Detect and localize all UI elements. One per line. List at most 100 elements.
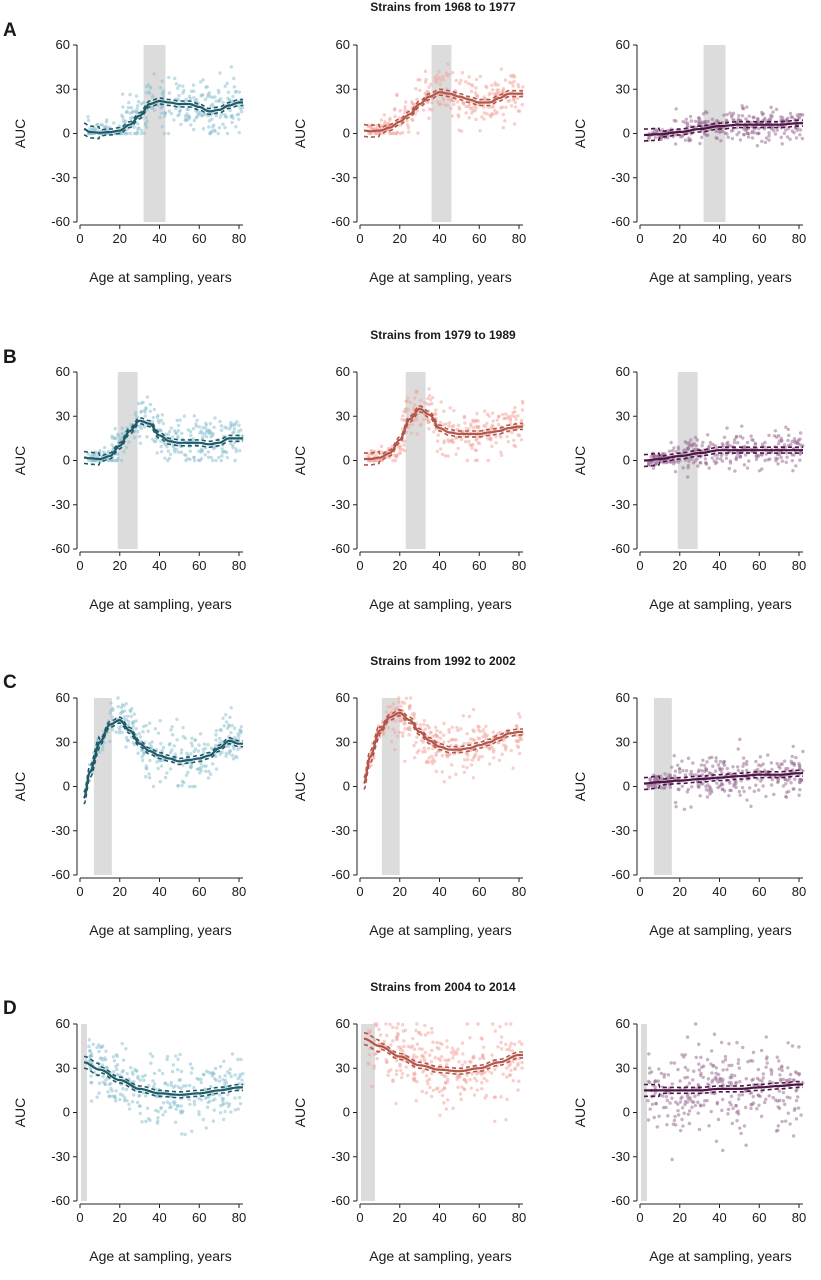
data-point (442, 1086, 447, 1090)
data-point (206, 455, 211, 459)
data-point (716, 1072, 721, 1077)
data-point (707, 1124, 711, 1128)
ci-upper-line (364, 405, 523, 456)
data-point (442, 409, 446, 413)
x-axis-title: Age at sampling, years (369, 1248, 511, 1264)
data-point (663, 785, 667, 790)
data-point (445, 1045, 449, 1049)
data-point (423, 749, 427, 754)
data-point (225, 131, 230, 136)
data-point (727, 1042, 731, 1046)
data-point (222, 724, 227, 728)
data-point (123, 709, 127, 713)
data-point (419, 422, 423, 426)
data-point (490, 88, 495, 92)
data-point (216, 131, 220, 136)
data-point (223, 84, 227, 88)
data-point (124, 745, 128, 749)
data-point (739, 1131, 743, 1136)
data-point (113, 131, 117, 136)
y-tick-label: 30 (616, 408, 630, 423)
data-point (736, 1061, 740, 1066)
data-point (785, 455, 789, 459)
data-point (476, 419, 480, 423)
data-point (470, 758, 474, 762)
x-tick-label: 60 (192, 884, 206, 899)
data-point (367, 1029, 371, 1033)
data-point (224, 754, 228, 758)
data-point (678, 1079, 682, 1083)
data-point (482, 424, 486, 428)
data-point (737, 113, 741, 118)
data-point (516, 414, 520, 418)
x-tick-label: 20 (673, 1210, 687, 1225)
y-axis-title: AUC (292, 446, 308, 476)
data-point (211, 1119, 215, 1123)
data-point (373, 1052, 377, 1056)
data-point (416, 131, 420, 135)
data-point (165, 771, 169, 775)
data-point (702, 763, 707, 768)
data-point (417, 748, 421, 753)
data-point (148, 86, 153, 90)
data-point (208, 94, 213, 99)
y-tick-label: 0 (63, 453, 70, 468)
data-point (104, 1078, 108, 1082)
y-tick-label: -30 (611, 170, 630, 185)
data-point (501, 89, 505, 94)
data-point (496, 414, 501, 419)
y-tick-label: -60 (51, 1193, 70, 1208)
data-point (493, 1067, 497, 1072)
data-point (728, 461, 733, 465)
data-point (240, 434, 245, 439)
data-point (192, 127, 196, 132)
data-point (89, 1074, 93, 1078)
data-point (697, 1062, 701, 1066)
data-point (174, 106, 178, 111)
data-point (786, 438, 790, 443)
data-point (673, 774, 677, 778)
data-point (169, 1105, 173, 1109)
data-point (767, 138, 771, 142)
shaded-band (80, 1024, 87, 1201)
data-point (179, 450, 184, 454)
data-point (779, 762, 783, 766)
y-tick-label: 0 (343, 453, 350, 468)
data-point (237, 734, 241, 738)
data-point (192, 1085, 196, 1090)
data-point (98, 750, 102, 754)
y-tick-label: -30 (611, 497, 630, 512)
data-point (424, 77, 428, 82)
x-tick-label: 60 (752, 558, 766, 573)
data-point (109, 1086, 113, 1091)
data-point (100, 1063, 105, 1067)
data-point (112, 1059, 117, 1063)
data-point (129, 116, 133, 121)
data-point (460, 1063, 465, 1067)
data-point (167, 429, 172, 434)
data-point (734, 1081, 738, 1086)
data-point (226, 1104, 231, 1109)
data-point (206, 450, 211, 454)
data-point (763, 140, 768, 145)
data-point (664, 1105, 668, 1110)
data-point (446, 62, 450, 66)
data-point (141, 1074, 145, 1079)
data-point (165, 1054, 170, 1059)
data-point (715, 453, 720, 457)
data-point (665, 1122, 669, 1127)
data-point (199, 94, 203, 98)
data-point (139, 410, 143, 414)
data-point (135, 122, 140, 126)
data-point (411, 422, 415, 427)
data-point (384, 1060, 389, 1064)
data-point (400, 1023, 405, 1027)
data-point (505, 1047, 509, 1052)
fit-line (644, 772, 803, 785)
y-tick-label: 60 (336, 364, 350, 379)
data-point (170, 733, 175, 737)
data-point (415, 432, 419, 436)
data-point (236, 429, 241, 434)
data-point (684, 117, 689, 121)
